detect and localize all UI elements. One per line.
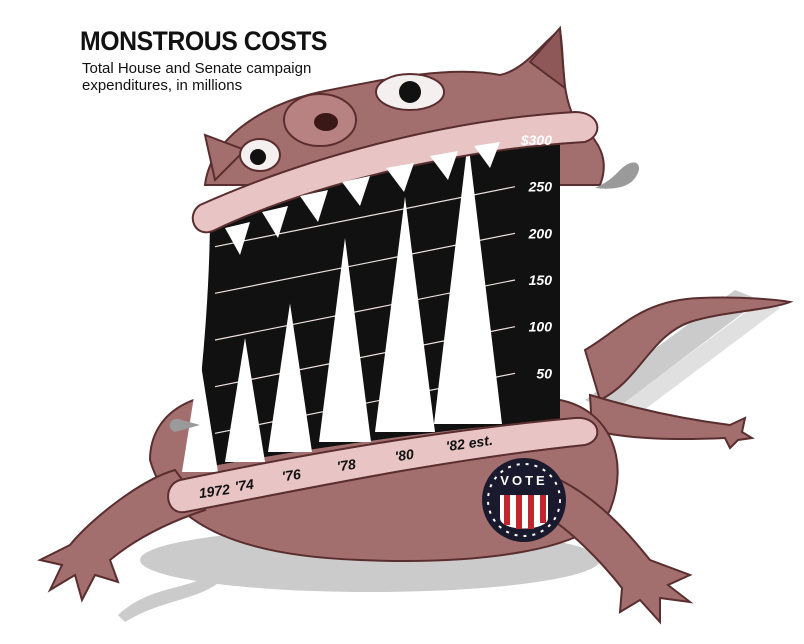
x-axis-labels: 1972'74 '76 '78 '80 '82 est. <box>198 432 494 501</box>
spike-80 <box>375 196 435 432</box>
y-tick-label: $300 <box>520 132 552 148</box>
x-tick-label: '76 <box>281 466 302 485</box>
right-ear <box>528 25 567 91</box>
spike-1972 <box>182 358 218 472</box>
chart-subtitle: Total House and Senate campaign expendit… <box>82 60 312 94</box>
upper-lip <box>191 110 599 234</box>
drool-drops <box>169 162 640 432</box>
y-tick-label: 250 <box>528 179 553 195</box>
x-tick-label: 1972 <box>198 481 231 501</box>
monster-right-arm <box>588 393 755 450</box>
y-tick-label: 100 <box>529 319 553 335</box>
spike-74 <box>225 337 265 462</box>
x-tick-label: '74 <box>234 476 255 495</box>
y-tick-label: 200 <box>528 225 553 241</box>
lower-lip <box>167 416 599 514</box>
monster-tail <box>583 296 794 402</box>
vote-badge[interactable]: VOTE <box>482 458 566 542</box>
spike-76 <box>268 303 312 452</box>
monster-left-leg <box>37 468 207 603</box>
spikes <box>182 140 502 472</box>
x-tick-label: '80 <box>394 446 415 465</box>
spike-82est <box>434 140 502 424</box>
eyes <box>239 73 445 172</box>
y-tick-label: 50 <box>536 365 552 381</box>
vote-label: VOTE <box>500 473 547 488</box>
x-tick-label: '82 est. <box>445 432 494 454</box>
y-axis-labels: 50 100 150 200 250 $300 <box>520 132 552 381</box>
monster-right-leg <box>543 478 694 625</box>
left-ear <box>203 133 247 182</box>
upper-teeth <box>225 142 500 255</box>
y-tick-label: 150 <box>529 272 553 288</box>
nose <box>283 93 357 147</box>
x-tick-label: '78 <box>336 456 357 475</box>
spike-78 <box>319 238 371 442</box>
chart-title: MONSTROUS COSTS <box>80 26 328 56</box>
